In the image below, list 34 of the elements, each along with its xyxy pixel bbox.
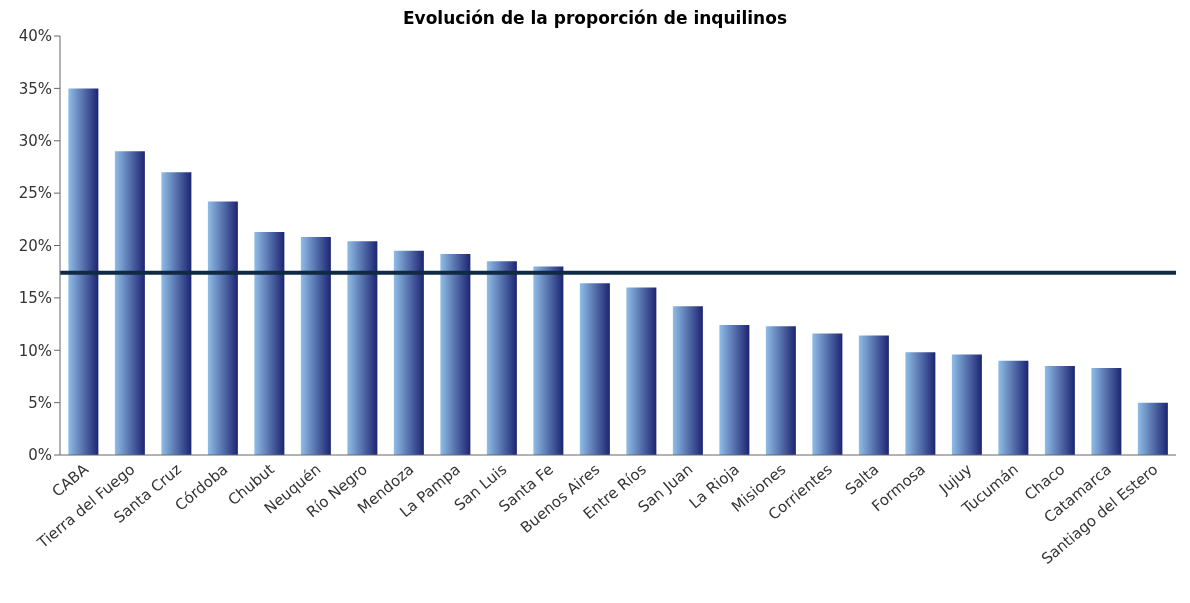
bar [672, 306, 703, 455]
bar [951, 354, 982, 455]
y-tick-label: 40% [18, 27, 52, 46]
y-tick-label: 25% [18, 184, 52, 203]
bar [998, 360, 1029, 455]
bar [300, 237, 331, 455]
y-tick-label: 35% [18, 79, 52, 98]
bar [393, 250, 424, 455]
bar [254, 231, 285, 455]
bar [486, 261, 517, 455]
y-tick-label: 5% [28, 393, 52, 412]
bar [440, 253, 471, 455]
y-tick-label: 10% [18, 341, 52, 360]
bar [1044, 365, 1075, 455]
bar [905, 352, 936, 455]
bar [1137, 402, 1168, 455]
bar [579, 283, 610, 455]
bar [207, 201, 238, 455]
bar [858, 335, 889, 455]
bar [626, 287, 657, 455]
bar [812, 333, 843, 455]
bar [533, 266, 564, 455]
bar [114, 151, 145, 455]
y-tick-label: 0% [28, 446, 52, 465]
bar [161, 172, 192, 455]
bar [1091, 368, 1122, 455]
y-tick-label: 20% [18, 236, 52, 255]
chart-title: Evolución de la proporción de inquilinos [402, 8, 788, 28]
bar [347, 241, 378, 455]
y-tick-label: 30% [18, 132, 52, 151]
bar [68, 88, 99, 455]
bar [765, 326, 796, 455]
y-tick-label: 15% [18, 289, 52, 308]
bar [719, 325, 750, 455]
